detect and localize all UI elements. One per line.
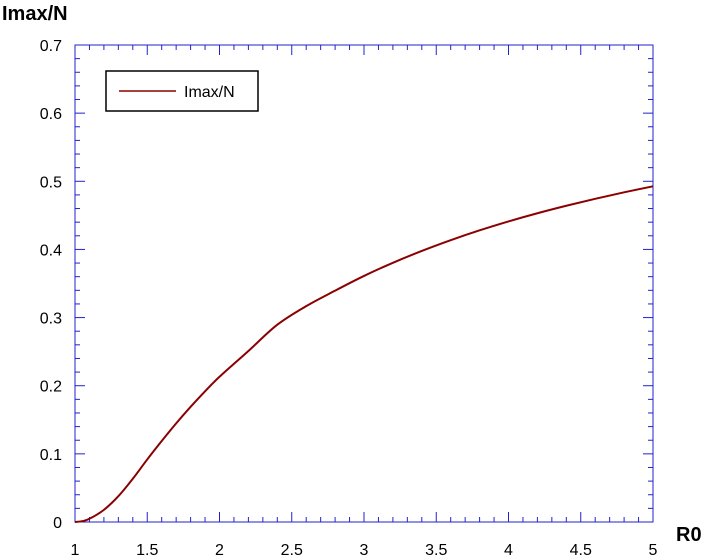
y-tick-label: 0.4: [40, 242, 62, 259]
x-axis-label: R0: [676, 524, 702, 546]
x-tick-label: 3.5: [425, 542, 447, 558]
legend-box: [105, 70, 259, 112]
legend-entry-label: Imax/N: [184, 84, 235, 101]
axis-ticks: [74, 44, 654, 523]
y-tick-label: 0.5: [40, 174, 62, 191]
y-tick-label: 0: [53, 515, 62, 532]
legend: Imax/N: [105, 70, 259, 112]
y-axis-label: Imax/N: [2, 3, 68, 25]
y-tick-label: 0.2: [40, 379, 62, 396]
y-tick-label: 0.3: [40, 311, 62, 328]
y-tick-label: 0.7: [40, 38, 62, 55]
x-tick-label: 2: [215, 542, 224, 558]
x-tick-label: 3: [360, 542, 369, 558]
plot-frame: [74, 44, 654, 523]
x-tick-label: 4: [504, 542, 513, 558]
x-tick-label: 4.5: [570, 542, 592, 558]
x-tick-label: 5: [649, 542, 658, 558]
y-tick-label: 0.6: [40, 106, 62, 123]
x-tick-label: 2.5: [281, 542, 303, 558]
x-tick-label: 1: [71, 542, 80, 558]
x-tick-label: 1.5: [136, 542, 158, 558]
series-line-imax-n: [74, 185, 654, 523]
y-tick-label: 0.1: [40, 447, 62, 464]
series-layer: [74, 185, 654, 523]
tick-labels: 1 1.5 2 2.5 3 3.5 4 4.5 5 0 0.1 0.2 0.3 0.4 0.5 0.6 0.7: [40, 38, 658, 558]
